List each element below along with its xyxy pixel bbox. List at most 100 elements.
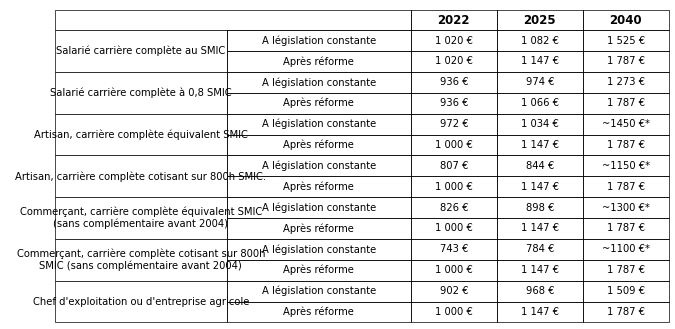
Text: 743 €: 743 €	[439, 244, 468, 254]
Bar	[497, 281, 583, 302]
Bar	[227, 72, 411, 93]
Bar	[55, 155, 227, 197]
Text: 1 787 €: 1 787 €	[607, 265, 645, 275]
Bar	[411, 176, 497, 197]
Bar	[411, 239, 497, 260]
Text: ~1100 €*: ~1100 €*	[601, 244, 650, 254]
Text: A législation constante: A législation constante	[262, 119, 376, 129]
Bar	[583, 281, 669, 302]
Text: 1 147 €: 1 147 €	[521, 140, 559, 150]
Bar	[227, 302, 411, 322]
Text: A législation constante: A législation constante	[262, 202, 376, 213]
Text: 936 €: 936 €	[439, 77, 468, 88]
Text: 1 147 €: 1 147 €	[521, 223, 559, 234]
Text: 1 082 €: 1 082 €	[521, 36, 559, 46]
Bar	[583, 302, 669, 322]
Text: 1 509 €: 1 509 €	[607, 286, 645, 296]
Bar	[227, 30, 411, 51]
Bar	[497, 72, 583, 93]
Bar	[583, 218, 669, 239]
Text: Après réforme: Après réforme	[284, 182, 354, 192]
Text: 1 273 €: 1 273 €	[607, 77, 645, 88]
Text: 2025: 2025	[524, 13, 556, 27]
Bar	[227, 176, 411, 197]
Bar	[497, 176, 583, 197]
Text: 1 000 €: 1 000 €	[435, 140, 472, 150]
Text: ~1300 €*: ~1300 €*	[602, 203, 650, 213]
Text: Après réforme: Après réforme	[284, 223, 354, 234]
Text: 902 €: 902 €	[439, 286, 468, 296]
Bar	[583, 239, 669, 260]
Text: 1 787 €: 1 787 €	[607, 223, 645, 234]
Bar	[583, 114, 669, 135]
Bar	[411, 197, 497, 218]
Text: Commerçant, carrière complète cotisant sur 800h
SMIC (sans complémentaire avant : Commerçant, carrière complète cotisant s…	[16, 248, 265, 271]
Bar	[227, 72, 411, 93]
Bar	[227, 281, 411, 302]
Bar	[497, 218, 583, 239]
Bar	[55, 72, 227, 114]
Bar	[583, 239, 669, 260]
Bar	[497, 239, 583, 260]
Bar	[497, 197, 583, 218]
Bar	[497, 135, 583, 155]
Text: 2040: 2040	[610, 13, 642, 27]
Bar	[497, 93, 583, 114]
Bar	[583, 155, 669, 176]
Text: 844 €: 844 €	[526, 161, 554, 171]
Bar	[583, 218, 669, 239]
Bar	[227, 218, 411, 239]
Text: Chef d'exploitation ou d'entreprise agricole: Chef d'exploitation ou d'entreprise agri…	[32, 296, 249, 307]
Bar	[497, 260, 583, 281]
Bar	[583, 176, 669, 197]
Bar	[583, 135, 669, 155]
Bar	[497, 93, 583, 114]
Text: 1 147 €: 1 147 €	[521, 307, 559, 317]
Bar	[583, 72, 669, 93]
Text: 968 €: 968 €	[526, 286, 554, 296]
Text: 1 000 €: 1 000 €	[435, 223, 472, 234]
Text: Après réforme: Après réforme	[284, 307, 354, 317]
Bar	[411, 218, 497, 239]
Bar	[227, 239, 411, 260]
Text: A législation constante: A législation constante	[262, 36, 376, 46]
Bar	[411, 197, 497, 218]
Bar	[583, 260, 669, 281]
Bar	[497, 72, 583, 93]
Bar	[583, 260, 669, 281]
Bar	[227, 176, 411, 197]
Text: Salarié carrière complète au SMIC: Salarié carrière complète au SMIC	[56, 46, 225, 56]
Bar	[411, 302, 497, 322]
Bar	[411, 72, 497, 93]
Text: Commerçant, carrière complète équivalent SMIC
(sans complémentaire avant 2004): Commerçant, carrière complète équivalent…	[20, 207, 262, 229]
Bar	[411, 239, 497, 260]
Bar	[227, 155, 411, 176]
Bar	[583, 30, 669, 51]
Bar	[411, 302, 497, 322]
Bar	[497, 302, 583, 322]
Bar	[583, 10, 669, 30]
Text: 1 787 €: 1 787 €	[607, 307, 645, 317]
Bar	[227, 93, 411, 114]
Bar	[497, 155, 583, 176]
Bar	[583, 51, 669, 72]
Text: 1 787 €: 1 787 €	[607, 182, 645, 192]
Bar	[411, 155, 497, 176]
Text: Artisan, carrière complète équivalent SMIC: Artisan, carrière complète équivalent SM…	[34, 129, 248, 140]
Text: A législation constante: A législation constante	[262, 161, 376, 171]
Bar	[411, 51, 497, 72]
Bar	[497, 30, 583, 51]
Bar	[55, 239, 227, 281]
Text: Après réforme: Après réforme	[284, 140, 354, 150]
Text: 898 €: 898 €	[526, 203, 554, 213]
Text: A législation constante: A législation constante	[262, 286, 376, 296]
Text: 826 €: 826 €	[439, 203, 468, 213]
Bar	[411, 30, 497, 51]
Bar	[411, 260, 497, 281]
Text: ~1450 €*: ~1450 €*	[601, 119, 650, 129]
Text: Artisan, carrière complète cotisant sur 800h SMIC.: Artisan, carrière complète cotisant sur …	[16, 171, 267, 182]
Bar	[583, 30, 669, 51]
Bar	[411, 176, 497, 197]
Text: 1 066 €: 1 066 €	[521, 98, 559, 108]
Bar	[55, 10, 411, 30]
